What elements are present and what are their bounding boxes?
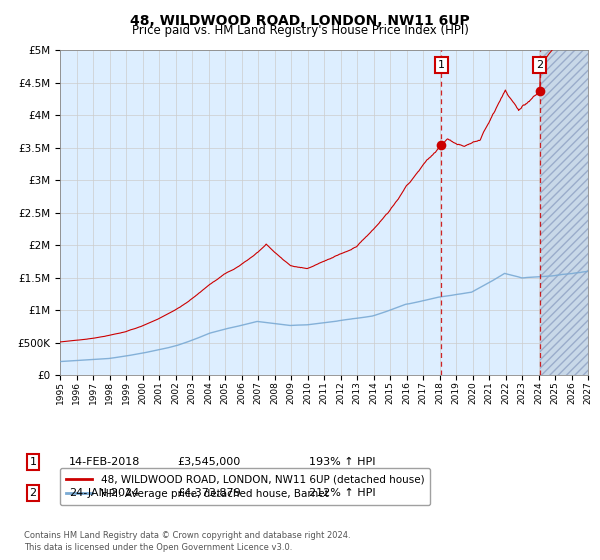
Text: 2: 2 [29,488,37,498]
Text: Price paid vs. HM Land Registry's House Price Index (HPI): Price paid vs. HM Land Registry's House … [131,24,469,37]
Legend: 48, WILDWOOD ROAD, LONDON, NW11 6UP (detached house), HPI: Average price, detach: 48, WILDWOOD ROAD, LONDON, NW11 6UP (det… [60,468,430,505]
Text: 48, WILDWOOD ROAD, LONDON, NW11 6UP: 48, WILDWOOD ROAD, LONDON, NW11 6UP [130,14,470,28]
Text: 24-JAN-2024: 24-JAN-2024 [69,488,139,498]
Text: 1: 1 [438,60,445,70]
Text: 2: 2 [536,60,543,70]
Bar [442,50,539,375]
Text: 193% ↑ HPI: 193% ↑ HPI [309,457,376,467]
Bar [539,50,588,375]
Text: 212% ↑ HPI: 212% ↑ HPI [309,488,376,498]
Text: £4,373,879: £4,373,879 [177,488,241,498]
Text: 14-FEB-2018: 14-FEB-2018 [69,457,140,467]
Text: 1: 1 [29,457,37,467]
Text: Contains HM Land Registry data © Crown copyright and database right 2024.
This d: Contains HM Land Registry data © Crown c… [24,531,350,552]
Text: £3,545,000: £3,545,000 [177,457,240,467]
